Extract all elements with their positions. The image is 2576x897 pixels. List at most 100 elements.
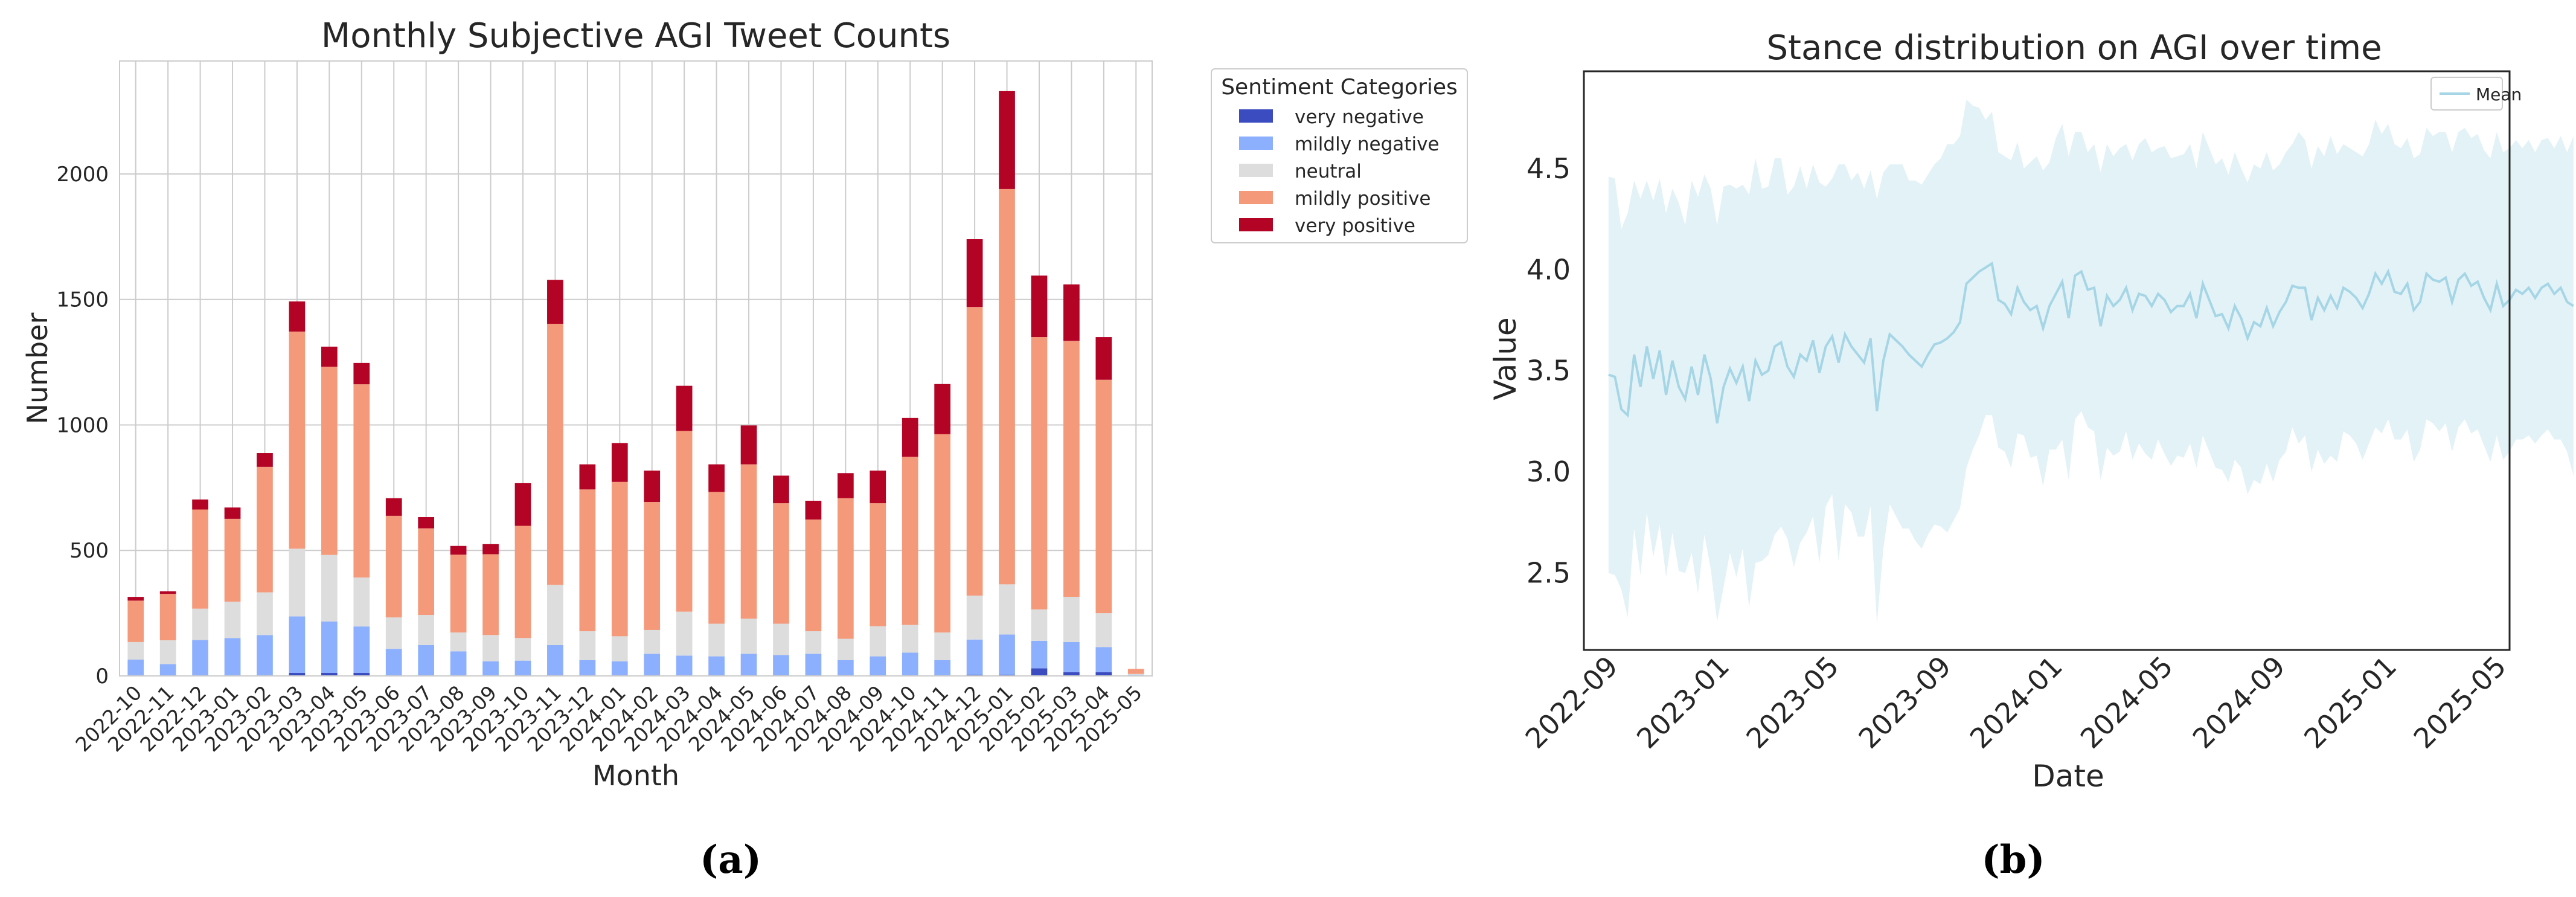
bar-segment-mildly_positive <box>1031 337 1048 609</box>
bar-segment-neutral <box>805 631 822 654</box>
legend-swatch-neutral <box>1239 164 1273 177</box>
legend-label-mildly_positive: mildly positive <box>1295 188 1431 210</box>
bar-segment-mildly_positive <box>966 307 983 596</box>
bar-segment-mildly_positive <box>127 600 144 642</box>
chart-b-legend-label: Mean <box>2476 85 2522 104</box>
bar-segment-very_positive <box>837 473 854 498</box>
bar-segment-mildly_positive <box>837 498 854 639</box>
panel-a-label: (a) <box>700 837 761 883</box>
bar-segment-mildly_positive <box>644 502 661 630</box>
bar-segment-mildly_negative <box>805 654 822 675</box>
chart-b-x-tick-label: 2024-05 <box>2074 650 2179 755</box>
bar-segment-neutral <box>353 577 370 627</box>
bar-segment-mildly_negative <box>257 635 273 675</box>
chart-b-x-tick-label: 2024-09 <box>2187 650 2292 755</box>
bar-segment-very_positive <box>708 464 725 492</box>
bar-segment-very_positive <box>127 597 144 601</box>
bar-segment-neutral <box>450 632 467 652</box>
bar-segment-mildly_negative <box>934 660 951 675</box>
bar-segment-mildly_positive <box>1127 669 1144 674</box>
chart-b-y-axis-label: Value <box>1488 317 1523 400</box>
chart-b-y-tick-label: 3.5 <box>1527 355 1571 387</box>
bar-segment-neutral <box>870 626 886 657</box>
bar-segment-neutral <box>514 638 531 661</box>
bar-segment-mildly_positive <box>708 492 725 624</box>
bar-segment-neutral <box>740 619 757 654</box>
bar-segment-mildly_positive <box>159 594 176 640</box>
chart-b-y-tick-label: 4.5 <box>1527 152 1571 185</box>
bar-segment-mildly_negative <box>999 634 1015 675</box>
legend-swatch-mildly_positive <box>1239 191 1273 204</box>
bar-segment-neutral <box>159 640 176 664</box>
bar-segment-very_positive <box>192 499 208 510</box>
bar-segment-mildly_positive <box>999 188 1015 585</box>
chart-a-y-tick-label: 2000 <box>56 162 109 187</box>
chart-b-x-tick-label: 2023-05 <box>1740 650 1845 755</box>
bar-segment-very_negative <box>289 673 306 676</box>
bar-segment-mildly_positive <box>611 481 628 637</box>
bar-segment-mildly_positive <box>805 519 822 632</box>
chart-a-gridlines <box>120 61 1152 677</box>
bar-segment-neutral <box>127 641 144 660</box>
bar-segment-neutral <box>676 611 693 656</box>
chart-a-legend-items: very negative mildly negative neutral mildl… <box>1239 106 1440 237</box>
bar-segment-mildly_positive <box>676 431 693 612</box>
bar-segment-neutral <box>773 623 789 655</box>
bar-segment-mildly_positive <box>547 324 563 585</box>
bar-segment-neutral <box>418 615 435 645</box>
bar-segment-mildly_negative <box>289 616 306 674</box>
bar-segment-mildly_negative <box>773 655 789 675</box>
chart-b-x-tick-labels: 2022-09 2023-01 2023-05 2023-09 2024-01 2024-… <box>1519 650 2513 755</box>
bar-segment-very_positive <box>999 91 1015 189</box>
bar-segment-mildly_negative <box>1031 640 1048 669</box>
bar-segment-mildly_negative <box>902 652 918 675</box>
bar-segment-mildly_negative <box>579 660 596 675</box>
bar-segment-very_positive <box>676 385 693 431</box>
bar-segment-mildly_negative <box>159 664 176 676</box>
chart-a-x-tick-labels: 2022-102022-112022-122023-012023-022023-… <box>71 681 1147 756</box>
bar-segment-mildly_positive <box>224 518 241 602</box>
bar-segment-neutral <box>289 548 306 617</box>
bar-segment-very_positive <box>224 507 241 519</box>
bar-segment-neutral <box>482 635 499 661</box>
bar-segment-very_positive <box>482 544 499 555</box>
legend-label-very_negative: very negative <box>1295 106 1424 128</box>
chart-a-title: Monthly Subjective AGI Tweet Counts <box>321 16 950 56</box>
bar-segment-very_positive <box>321 346 338 367</box>
bar-segment-mildly_positive <box>934 434 951 633</box>
bar-segment-neutral <box>385 617 402 649</box>
bar-segment-very_positive <box>773 475 789 504</box>
bar-segment-very_negative <box>321 673 338 676</box>
chart-b-x-tick-label: 2023-01 <box>1630 650 1735 755</box>
chart-a-legend: Sentiment Categories very negative mildly… <box>1211 68 1468 243</box>
legend-swatch-mildly_negative <box>1239 137 1273 150</box>
bar-segment-neutral <box>321 555 338 622</box>
bar-segment-very_positive <box>289 301 306 332</box>
bar-segment-very_positive <box>934 384 951 434</box>
bar-segment-mildly_positive <box>870 503 886 626</box>
chart-b-y-tick-label: 4.0 <box>1527 253 1571 286</box>
chart-b-plot-frame <box>1583 70 2511 651</box>
bar-segment-very_positive <box>514 483 531 526</box>
chart-a-y-tick-label: 0 <box>95 664 109 689</box>
bar-segment-mildly_negative <box>611 661 628 675</box>
panel-a-stacked-bar-chart: Monthly Subjective AGI Tweet Counts 0 500… <box>21 16 1468 792</box>
chart-a-y-tick-label: 500 <box>69 539 109 563</box>
bar-segment-mildly_positive <box>289 331 306 549</box>
bar-segment-neutral <box>934 632 951 660</box>
bar-segment-very_positive <box>450 545 467 555</box>
bar-segment-mildly_negative <box>870 656 886 675</box>
bar-segment-very_negative <box>1031 668 1048 676</box>
bar-segment-very_positive <box>159 591 176 594</box>
chart-b-x-tick-label: 2022-09 <box>1519 650 1624 755</box>
chart-a-bars <box>127 91 1144 676</box>
bar-segment-mildly_positive <box>514 526 531 638</box>
bar-segment-very_positive <box>1095 337 1112 380</box>
chart-b-std-band <box>1608 99 2574 624</box>
bar-segment-mildly_negative <box>966 639 983 675</box>
bar-segment-mildly_positive <box>773 503 789 624</box>
bar-segment-mildly_positive <box>579 489 596 632</box>
bar-segment-mildly_positive <box>740 464 757 619</box>
bar-segment-mildly_negative <box>482 661 499 675</box>
